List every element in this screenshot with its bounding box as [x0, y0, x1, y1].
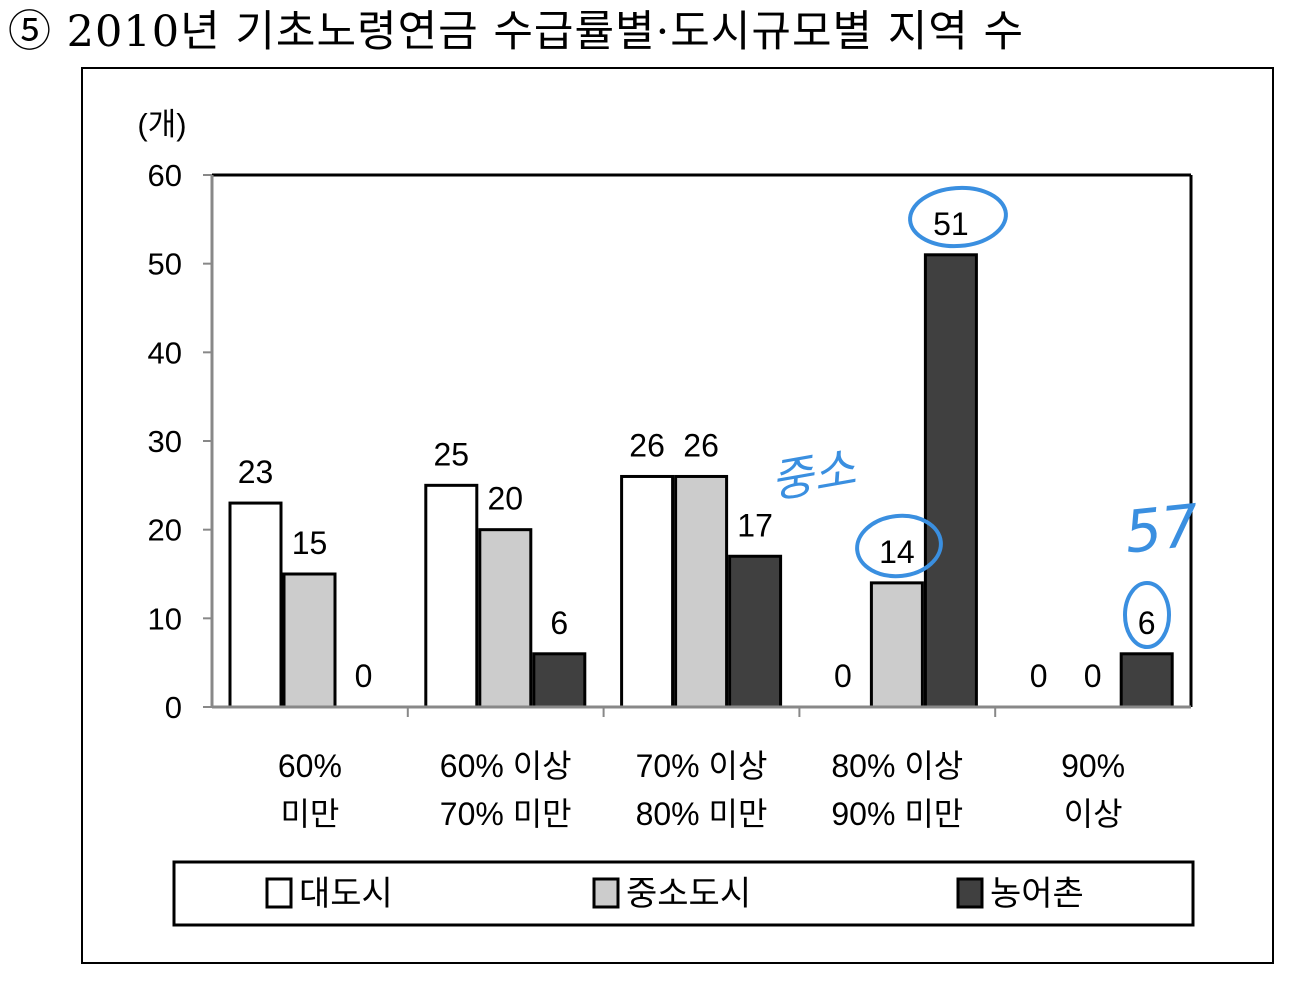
category-label: 이상 — [1064, 796, 1123, 832]
value-label: 6 — [550, 605, 568, 641]
value-label: 0 — [355, 658, 373, 694]
legend-swatch — [956, 877, 984, 909]
bar — [532, 652, 587, 709]
bars — [228, 253, 1174, 709]
y-tick-label: 30 — [148, 424, 182, 459]
legend-label: 농어촌 — [990, 874, 1084, 914]
category-labels: 60% 미만 60% 이상 70% 미만 70% 이상 80% 미만 80% 이상 90% 미… — [278, 748, 1125, 832]
y-tick-label: 40 — [148, 335, 182, 370]
legend-label: 대도시 — [299, 874, 393, 914]
legend-label: 중소도시 — [626, 874, 751, 914]
chart-frame — [81, 67, 1274, 964]
y-tick-label: 10 — [148, 601, 182, 636]
legend: 대도시 중소도시 농어촌 — [172, 860, 1195, 927]
category-label: 70% 미만 — [440, 796, 572, 832]
value-label: 51 — [933, 206, 969, 242]
page-title: 2010년 기초노령연금 수급률별·도시규모별 지역 수 — [66, 7, 1025, 57]
y-tick-label: 0 — [165, 690, 182, 725]
category-label: 70% 이상 — [636, 748, 768, 784]
annotation-circle-14 — [855, 513, 943, 579]
bar — [282, 572, 337, 709]
category-label: 90% — [1061, 748, 1125, 784]
legend-box — [172, 860, 1195, 927]
legend-swatch — [265, 877, 293, 909]
axes — [210, 173, 1193, 717]
bar — [424, 483, 479, 709]
annotation-note-1: 중소 — [767, 441, 860, 509]
value-label: 0 — [834, 658, 852, 694]
bar — [620, 474, 675, 709]
unit-label: (개) — [137, 107, 186, 142]
legend-swatch — [592, 877, 620, 909]
category-label: 60% 이상 — [440, 748, 572, 784]
bar — [228, 501, 283, 709]
handwritten-annotations: 중소 57 — [767, 185, 1202, 649]
bar — [923, 253, 978, 709]
bar — [869, 581, 924, 709]
item-marker: ⑤ — [8, 7, 52, 57]
y-tick-label: 50 — [148, 247, 182, 282]
value-label: 6 — [1138, 605, 1156, 641]
bar — [478, 528, 533, 709]
annotation-circle-51 — [908, 185, 1008, 249]
annotation-note-2: 57 — [1121, 491, 1202, 566]
value-label: 14 — [879, 534, 915, 570]
annotation-circle-6 — [1123, 581, 1171, 649]
category-label: 60% — [278, 748, 342, 784]
value-label: 25 — [434, 436, 470, 472]
value-label: 26 — [683, 427, 719, 463]
y-tick-label: 20 — [148, 513, 182, 548]
value-label: 17 — [737, 507, 773, 543]
bar — [1119, 652, 1174, 709]
y-tick-label: 60 — [148, 158, 182, 193]
value-label: 23 — [238, 454, 274, 490]
category-label: 80% 이상 — [831, 748, 963, 784]
bar — [674, 474, 729, 709]
value-label: 15 — [292, 525, 328, 561]
value-label: 26 — [629, 427, 665, 463]
chart-heading: ⑤ 2010년 기초노령연금 수급률별·도시규모별 지역 수 — [8, 2, 1024, 62]
category-label: 80% 미만 — [636, 796, 768, 832]
category-label: 미만 — [280, 796, 339, 832]
value-label: 0 — [1030, 658, 1048, 694]
value-label: 20 — [488, 481, 524, 517]
category-label: 90% 미만 — [831, 796, 963, 832]
y-axis-ticks: 0 10 20 30 40 50 60 — [148, 158, 212, 725]
bar — [728, 554, 783, 709]
value-label: 0 — [1084, 658, 1102, 694]
